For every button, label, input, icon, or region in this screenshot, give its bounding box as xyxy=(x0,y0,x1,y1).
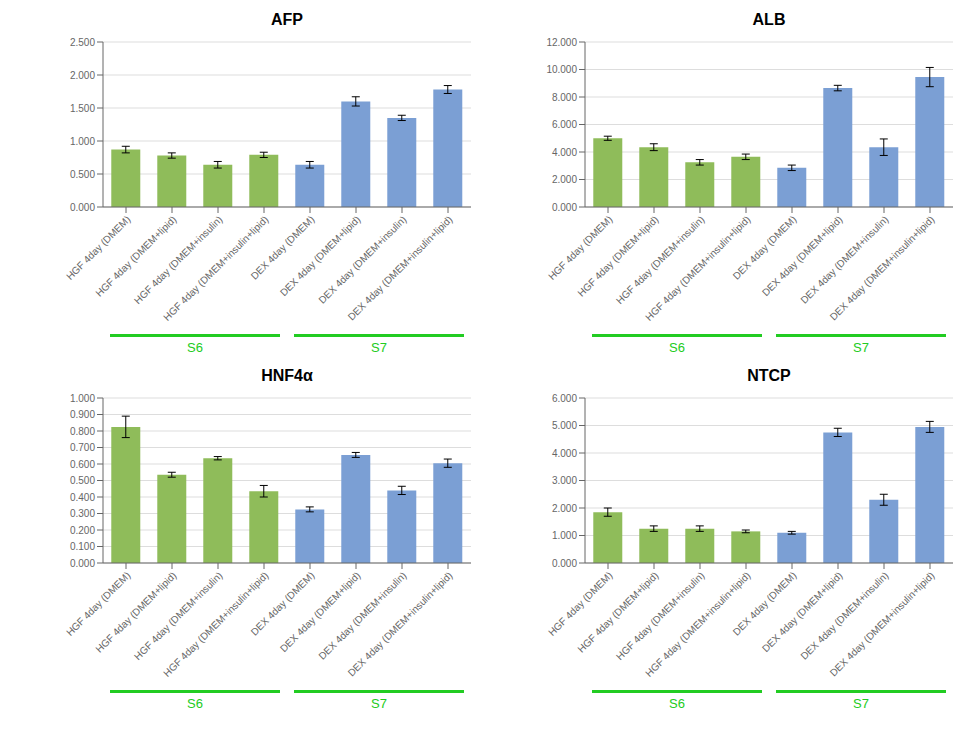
svg-text:DEX 4day (DMEM+insulin): DEX 4day (DMEM+insulin) xyxy=(316,570,408,662)
svg-text:0.600: 0.600 xyxy=(70,459,95,470)
svg-text:1.000: 1.000 xyxy=(70,136,95,147)
svg-text:HGF 4day (DMEM+insulin): HGF 4day (DMEM+insulin) xyxy=(132,214,224,306)
svg-text:0.800: 0.800 xyxy=(70,426,95,437)
html-text:S7: S7 xyxy=(371,340,387,355)
svg-text:HGF 4day (DMEM+insulin+lipid): HGF 4day (DMEM+insulin+lipid) xyxy=(643,569,753,679)
svg-text:1.000: 1.000 xyxy=(70,393,95,404)
svg-text:4.000: 4.000 xyxy=(552,147,577,158)
svg-text:5.000: 5.000 xyxy=(552,420,577,431)
svg-text:HGF 4day (DMEM+insulin+lipid): HGF 4day (DMEM+insulin+lipid) xyxy=(161,569,271,679)
svg-text:1.000: 1.000 xyxy=(552,530,577,541)
svg-text:HGF 4day (DMEM+lipid): HGF 4day (DMEM+lipid) xyxy=(575,214,660,299)
svg-text:0.000: 0.000 xyxy=(70,202,95,213)
svg-text:2.000: 2.000 xyxy=(70,70,95,81)
html-text:ALB: ALB xyxy=(752,11,786,28)
svg-text:DEX 4day (DMEM): DEX 4day (DMEM) xyxy=(248,569,317,638)
svg-text:DEX 4day (DMEM+insulin+lipid): DEX 4day (DMEM+insulin+lipid) xyxy=(346,570,455,679)
svg-text:DEX 4day (DMEM+insulin+lipid): DEX 4day (DMEM+insulin+lipid) xyxy=(828,570,937,679)
html-text:S6: S6 xyxy=(669,696,685,711)
svg-text:HGF 4day (DMEM): HGF 4day (DMEM) xyxy=(546,213,615,282)
svg-text:10.000: 10.000 xyxy=(546,64,577,75)
svg-text:0.100: 0.100 xyxy=(70,541,95,552)
svg-text:DEX 4day (DMEM+lipid): DEX 4day (DMEM+lipid) xyxy=(278,570,363,655)
svg-text:1.500: 1.500 xyxy=(70,103,95,114)
svg-text:6.000: 6.000 xyxy=(552,119,577,130)
svg-text:12.000: 12.000 xyxy=(546,37,577,48)
svg-text:DEX 4day (DMEM+lipid): DEX 4day (DMEM+lipid) xyxy=(760,570,845,655)
svg-text:DEX 4day (DMEM+lipid): DEX 4day (DMEM+lipid) xyxy=(278,214,363,299)
svg-text:0.500: 0.500 xyxy=(70,169,95,180)
svg-text:DEX 4day (DMEM+insulin+lipid): DEX 4day (DMEM+insulin+lipid) xyxy=(346,214,455,323)
svg-text:DEX 4day (DMEM+insulin+lipid): DEX 4day (DMEM+insulin+lipid) xyxy=(828,214,937,323)
html-text:S6: S6 xyxy=(187,340,203,355)
svg-text:0.900: 0.900 xyxy=(70,409,95,420)
svg-text:0.500: 0.500 xyxy=(70,475,95,486)
svg-text:8.000: 8.000 xyxy=(552,92,577,103)
svg-text:DEX 4day (DMEM): DEX 4day (DMEM) xyxy=(730,569,799,638)
svg-text:HGF 4day (DMEM+lipid): HGF 4day (DMEM+lipid) xyxy=(93,570,178,655)
svg-text:0.000: 0.000 xyxy=(552,558,577,569)
svg-text:DEX 4day (DMEM): DEX 4day (DMEM) xyxy=(730,213,799,282)
svg-text:0.300: 0.300 xyxy=(70,508,95,519)
svg-text:HGF 4day (DMEM+lipid): HGF 4day (DMEM+lipid) xyxy=(575,570,660,655)
svg-text:HGF 4day (DMEM): HGF 4day (DMEM) xyxy=(64,569,133,638)
svg-text:6.000: 6.000 xyxy=(552,393,577,404)
svg-text:0.700: 0.700 xyxy=(70,442,95,453)
svg-text:DEX 4day (DMEM): DEX 4day (DMEM) xyxy=(248,213,317,282)
svg-text:2.500: 2.500 xyxy=(70,37,95,48)
svg-text:HGF 4day (DMEM): HGF 4day (DMEM) xyxy=(64,213,133,282)
svg-text:HGF 4day (DMEM+insulin): HGF 4day (DMEM+insulin) xyxy=(614,570,706,662)
html-text:NTCP: NTCP xyxy=(747,367,791,384)
svg-text:HGF 4day (DMEM+insulin): HGF 4day (DMEM+insulin) xyxy=(132,570,224,662)
svg-text:2.000: 2.000 xyxy=(552,503,577,514)
html-text:S7: S7 xyxy=(853,696,869,711)
svg-text:DEX 4day (DMEM+insulin): DEX 4day (DMEM+insulin) xyxy=(798,214,890,306)
html-text:HNF4α: HNF4α xyxy=(261,367,313,384)
svg-text:HGF 4day (DMEM): HGF 4day (DMEM) xyxy=(546,569,615,638)
svg-text:HGF 4day (DMEM+insulin+lipid): HGF 4day (DMEM+insulin+lipid) xyxy=(161,213,271,323)
svg-text:0.400: 0.400 xyxy=(70,492,95,503)
html-text:S7: S7 xyxy=(371,696,387,711)
svg-text:0.000: 0.000 xyxy=(552,202,577,213)
svg-text:2.000: 2.000 xyxy=(552,174,577,185)
svg-text:HGF 4day (DMEM+lipid): HGF 4day (DMEM+lipid) xyxy=(93,214,178,299)
svg-text:4.000: 4.000 xyxy=(552,448,577,459)
html-text:S6: S6 xyxy=(187,696,203,711)
svg-text:HGF 4day (DMEM+insulin): HGF 4day (DMEM+insulin) xyxy=(614,214,706,306)
html-text:AFP: AFP xyxy=(271,11,303,28)
svg-text:3.000: 3.000 xyxy=(552,475,577,486)
svg-text:HGF 4day (DMEM+insulin+lipid): HGF 4day (DMEM+insulin+lipid) xyxy=(643,213,753,323)
svg-text:DEX 4day (DMEM+lipid): DEX 4day (DMEM+lipid) xyxy=(760,214,845,299)
html-text:S7: S7 xyxy=(853,340,869,355)
svg-text:DEX 4day (DMEM+insulin): DEX 4day (DMEM+insulin) xyxy=(798,570,890,662)
html-text:S6: S6 xyxy=(669,340,685,355)
svg-text:DEX 4day (DMEM+insulin): DEX 4day (DMEM+insulin) xyxy=(316,214,408,306)
svg-text:0.000: 0.000 xyxy=(70,558,95,569)
svg-text:0.200: 0.200 xyxy=(70,525,95,536)
